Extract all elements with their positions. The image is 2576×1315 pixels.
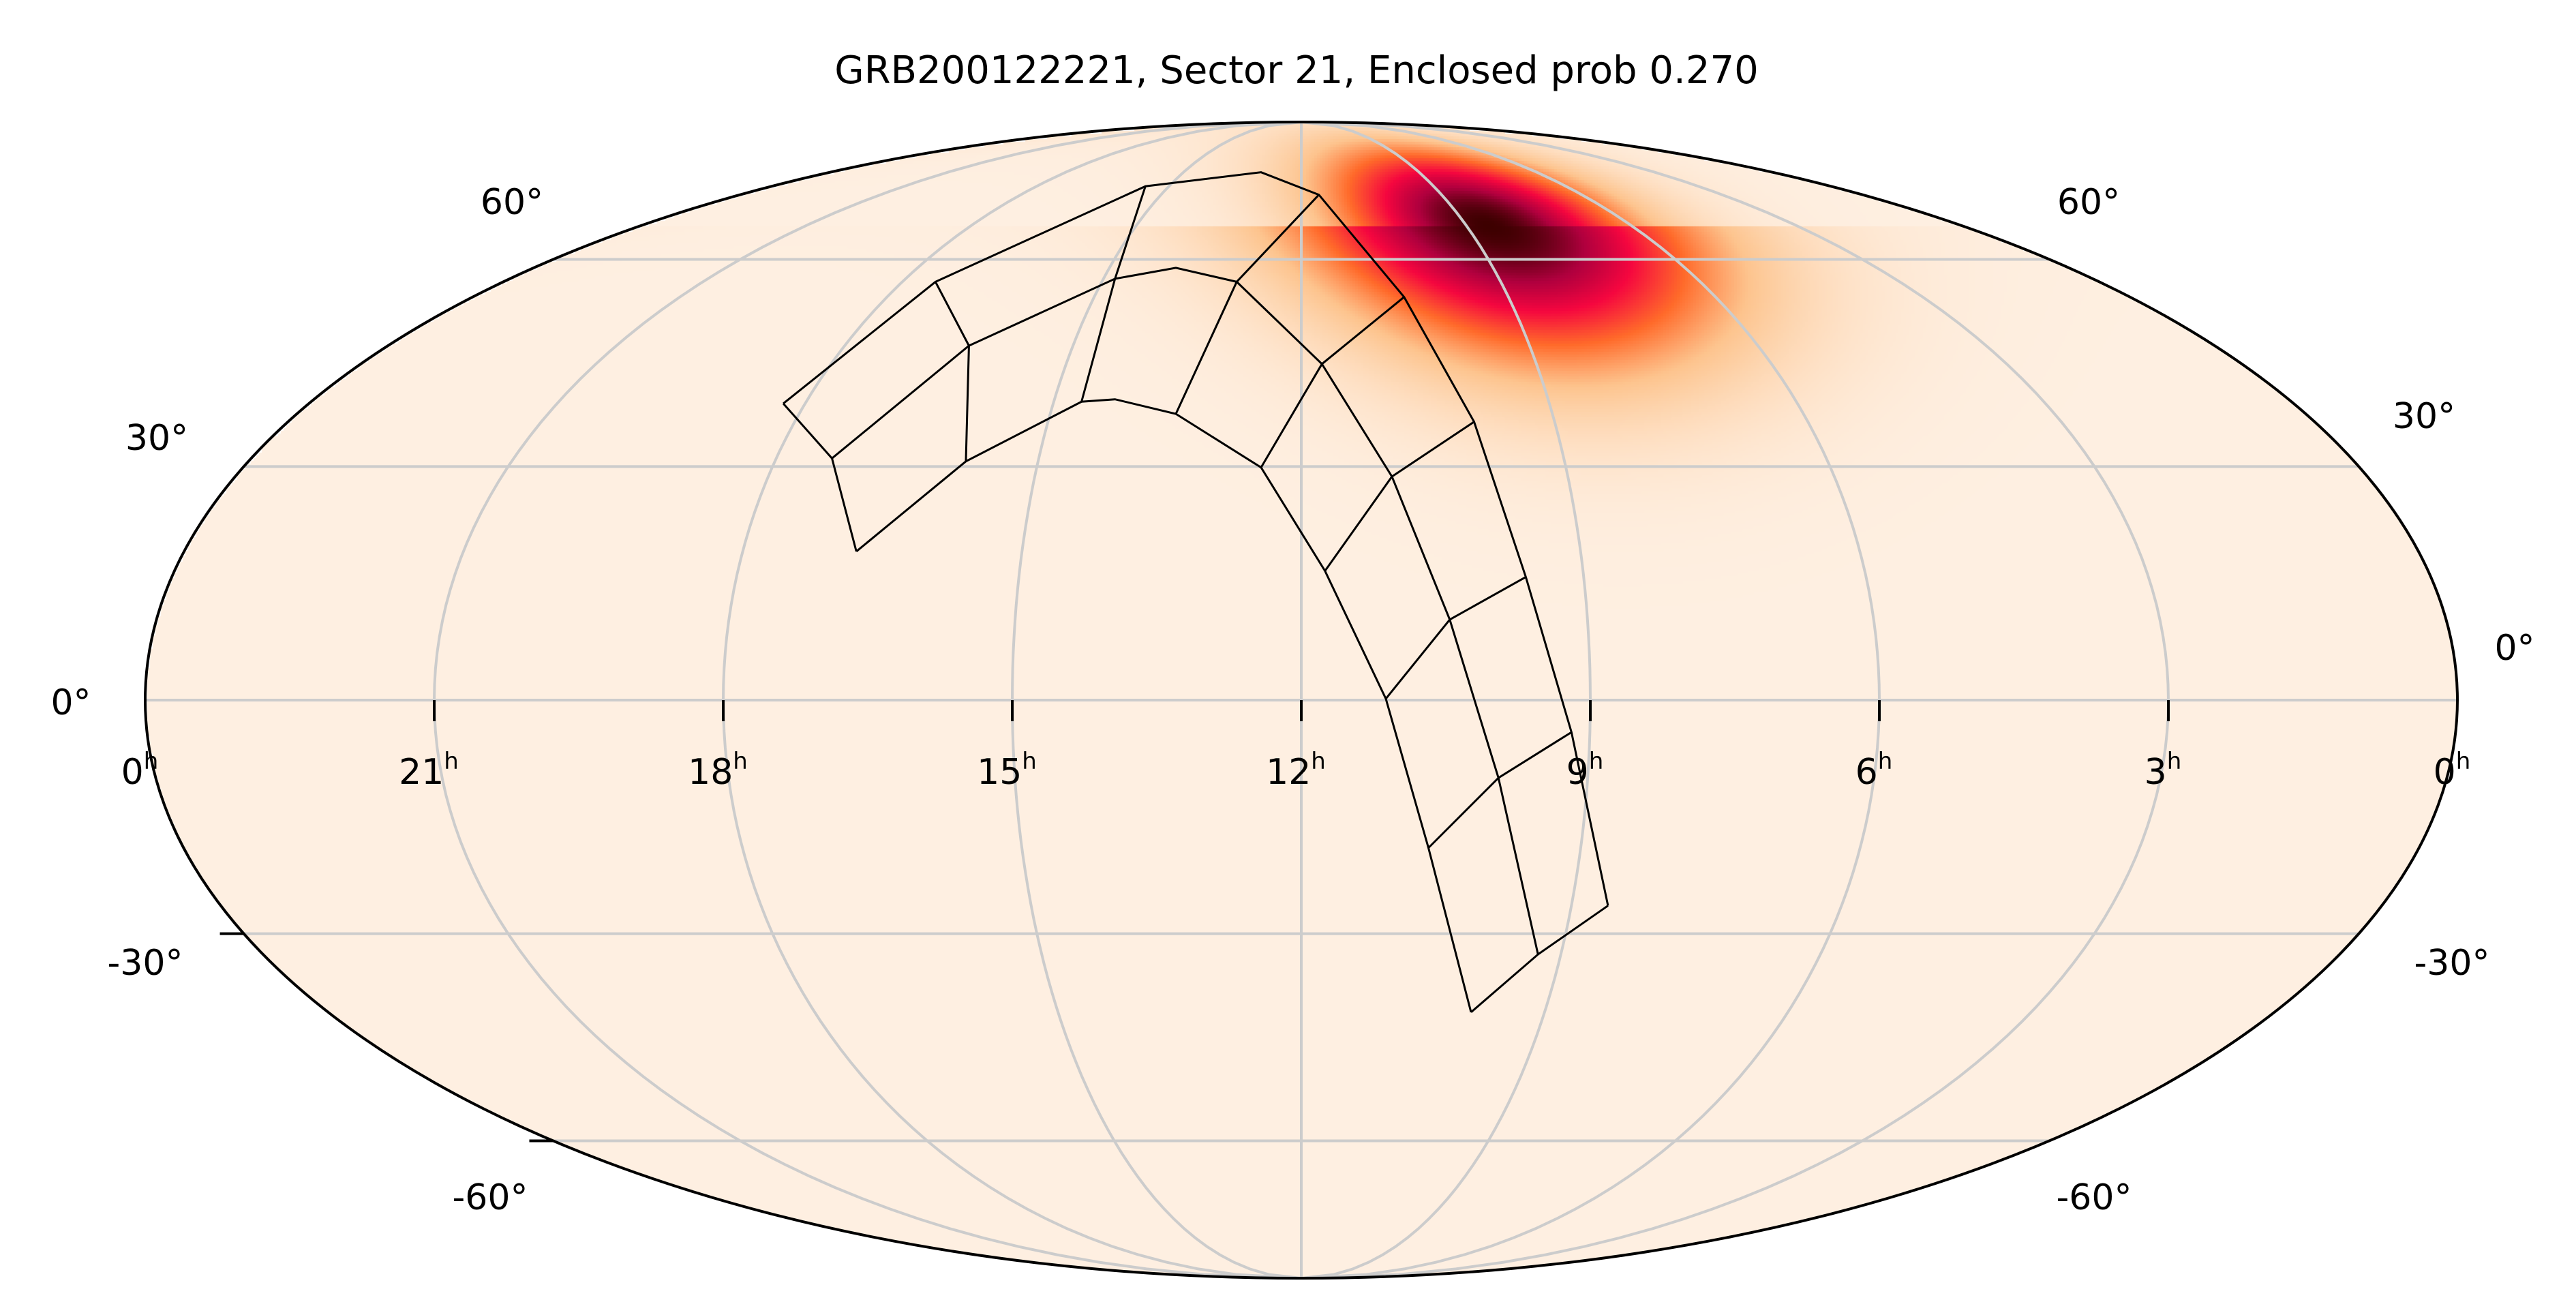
chart-title: GRB200122221, Sector 21, Enclosed prob 0… <box>834 48 1758 93</box>
ra-tick-label: 9h <box>1566 748 1604 793</box>
dec-tick-label: 0° <box>50 682 91 723</box>
ra-unit: h <box>2167 748 2182 775</box>
ccd-edge <box>855 398 1472 1013</box>
ra-tick-label: 6h <box>1855 748 1893 793</box>
ccd-edge <box>783 171 1609 906</box>
ra-tick-label: 15h <box>977 748 1037 793</box>
ccd-edge <box>831 267 1539 955</box>
ra-unit: h <box>444 748 459 775</box>
ra-tick-label: 18h <box>688 748 748 793</box>
ra-tick-label: 3h <box>2145 748 2182 793</box>
ra-unit: h <box>1022 748 1037 775</box>
dec-tick-label: 30° <box>2393 396 2455 437</box>
dec-tick-label: 60° <box>2057 182 2120 223</box>
ccd-edge <box>782 402 858 552</box>
ra-unit: h <box>1878 748 1893 775</box>
ccd-edge <box>1080 185 1147 402</box>
dec-tick-label: 0° <box>2494 628 2534 669</box>
ra-unit: h <box>2456 748 2471 775</box>
ra-unit: h <box>1311 748 1326 775</box>
ccd-edge <box>1324 421 1475 572</box>
dec-tick-label: -60° <box>453 1177 528 1218</box>
ra-unit: h <box>733 748 748 775</box>
ra-tick-label: 0h <box>121 748 159 793</box>
dec-tick-label: 30° <box>125 418 188 459</box>
dec-tick-label: -30° <box>108 943 183 984</box>
ccd-edge <box>1470 905 1609 1013</box>
ccd-edge <box>934 281 970 462</box>
dec-tick-label: -30° <box>2414 943 2490 984</box>
ra-tick-label: 12h <box>1266 748 1326 793</box>
dec-tick-label: 60° <box>481 182 543 223</box>
dec-tick-label: -60° <box>2057 1177 2132 1218</box>
sky-boundary <box>144 121 2459 1280</box>
ra-unit: h <box>1589 748 1604 775</box>
ra-unit: h <box>144 748 159 775</box>
ra-tick-label: 0h <box>2434 748 2471 793</box>
ccd-edge <box>1175 194 1320 414</box>
tess-footprint <box>782 171 1609 1013</box>
ccd-edge <box>1384 576 1527 699</box>
ccd-edge <box>1427 731 1573 849</box>
ra-tick-label: 21h <box>399 748 459 793</box>
ccd-edge <box>1260 296 1405 468</box>
